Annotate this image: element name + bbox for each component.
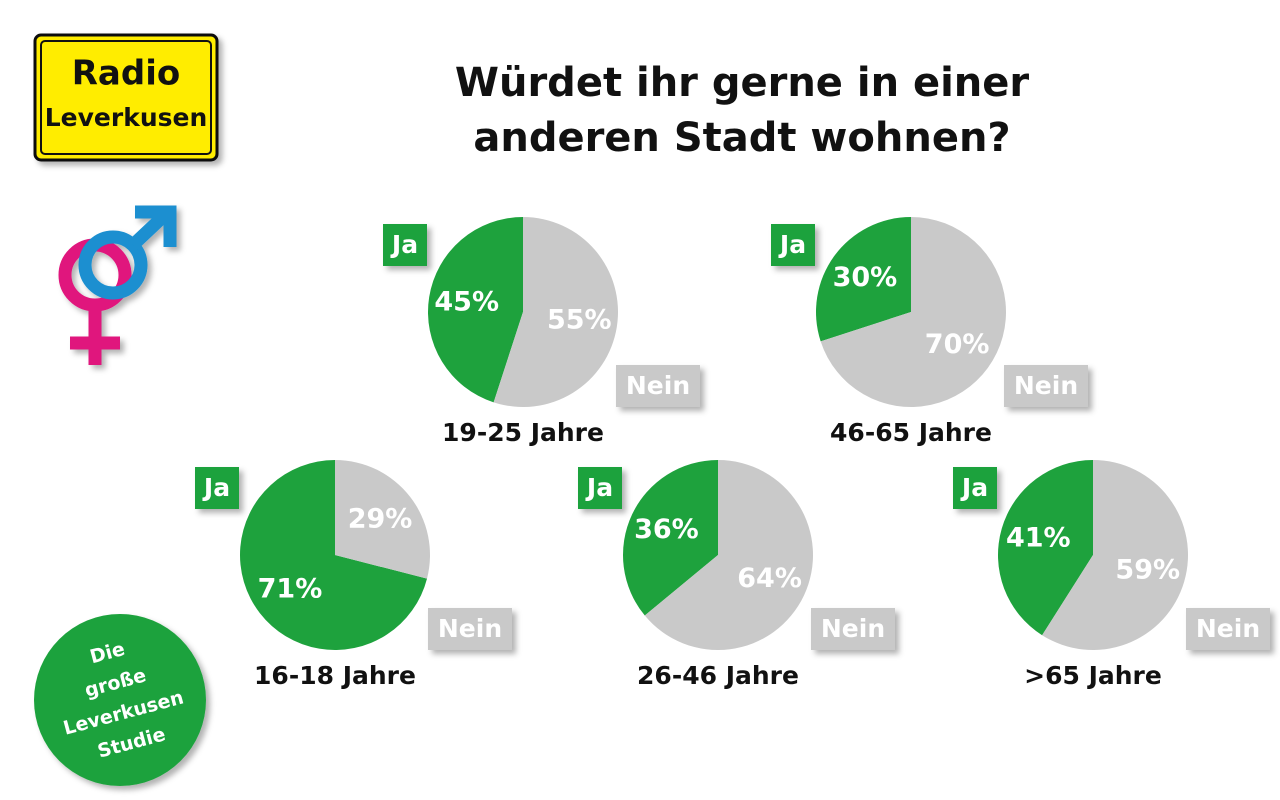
pie-slice [240, 460, 428, 650]
legend-label: Nein [438, 614, 502, 643]
pie-slice [335, 460, 431, 579]
logo: Radio Leverkusen [33, 33, 219, 162]
legend-label: Nein [1014, 371, 1078, 400]
legend-box [1004, 365, 1088, 407]
pie-slice [1042, 460, 1188, 651]
pie-slice [493, 217, 618, 407]
pie-slice [623, 460, 718, 616]
legend-box [811, 608, 895, 650]
legend-box [383, 224, 427, 266]
value-label: 41% [1006, 523, 1071, 554]
pie-label: 26-46 Jahre [637, 661, 799, 690]
legend-box [428, 608, 512, 650]
value-label: 71% [258, 573, 323, 604]
pie-label: 16-18 Jahre [254, 661, 416, 690]
value-label: 45% [434, 287, 499, 318]
legend-label: Nein [626, 371, 690, 400]
title: Würdet ihr gerne in einer [455, 60, 1030, 106]
legend-box [771, 224, 815, 266]
legend-label: Ja [202, 473, 230, 502]
pie-slice [998, 460, 1093, 636]
value-label: 55% [547, 304, 612, 335]
badge: Die große Leverkusen Studie [34, 614, 206, 786]
legend-label: Ja [585, 473, 613, 502]
logo-frame [40, 40, 212, 155]
logo-box [33, 33, 219, 162]
legend-box [616, 365, 700, 407]
logo-text: Radio [72, 54, 180, 94]
pie-slice [644, 460, 814, 650]
title: anderen Stadt wohnen? [473, 115, 1010, 161]
pie-slice [428, 217, 523, 403]
legend-label: Ja [778, 230, 806, 259]
legend-label: Nein [1196, 614, 1260, 643]
value-label: 30% [833, 262, 898, 293]
pie-label: 46-65 Jahre [830, 418, 992, 447]
gender-symbol [58, 205, 177, 365]
value-label: 70% [925, 329, 990, 360]
badge-circle [34, 614, 206, 786]
legend-box [1186, 608, 1270, 650]
pie-slice [820, 217, 1007, 407]
male-arrowhead [135, 205, 177, 247]
pie-label: 19-25 Jahre [442, 418, 604, 447]
legend-box [578, 467, 622, 509]
male-ring [78, 230, 148, 300]
value-label: 64% [737, 563, 802, 594]
value-label: 59% [1115, 554, 1180, 585]
value-label: 29% [348, 504, 413, 535]
legend-label: Ja [960, 473, 988, 502]
legend-box [953, 467, 997, 509]
logo-text: Leverkusen [45, 103, 208, 132]
pie-label: >65 Jahre [1024, 661, 1162, 690]
pie-slice [816, 217, 911, 342]
legend-label: Nein [821, 614, 885, 643]
legend-box [195, 467, 239, 509]
legend-label: Ja [390, 230, 418, 259]
value-label: 36% [634, 514, 699, 545]
